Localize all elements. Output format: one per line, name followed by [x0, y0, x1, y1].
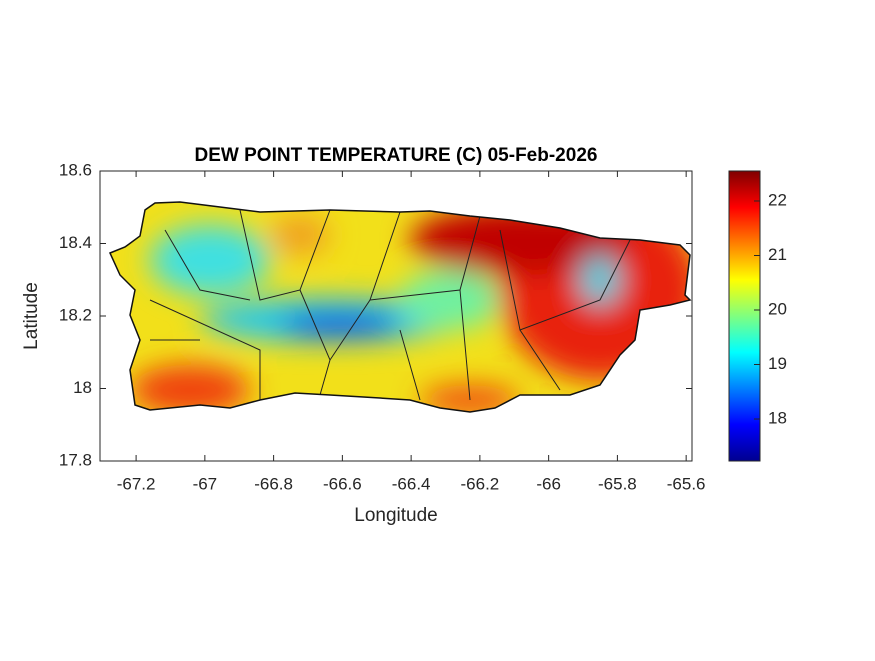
y-tick-label: 18.6	[59, 160, 92, 179]
x-tick-label: -65.6	[667, 474, 706, 493]
chart-title: DEW POINT TEMPERATURE (C) 05-Feb-2026	[195, 145, 598, 166]
y-tick-label: 18	[73, 378, 92, 397]
colorbar-tick-label: 18	[768, 409, 787, 428]
colorbar-tick-label: 19	[768, 354, 787, 373]
x-tick-label: -66	[536, 474, 561, 493]
colorbar-tick-label: 21	[768, 245, 787, 264]
x-tick-label: -66.4	[392, 474, 431, 493]
colorbar-tick-label: 22	[768, 190, 787, 209]
x-tick-label: -66.6	[323, 474, 362, 493]
y-axis-label: Latitude	[21, 282, 42, 350]
colorbar	[728, 170, 761, 462]
y-tick-label: 18.4	[59, 233, 92, 252]
colorbar-tick-label: 20	[768, 299, 787, 318]
x-axis-label: Longitude	[354, 505, 437, 526]
x-tick-label: -67.2	[117, 474, 156, 493]
y-tick-label: 17.8	[59, 450, 92, 469]
x-tick-label: -66.8	[254, 474, 293, 493]
coastline	[108, 201, 692, 413]
dew-point-field	[110, 202, 690, 412]
x-tick-label: -65.8	[598, 474, 637, 493]
x-tick-label: -66.2	[461, 474, 500, 493]
y-tick-label: 18.2	[59, 305, 92, 324]
x-tick-label: -67	[193, 474, 218, 493]
